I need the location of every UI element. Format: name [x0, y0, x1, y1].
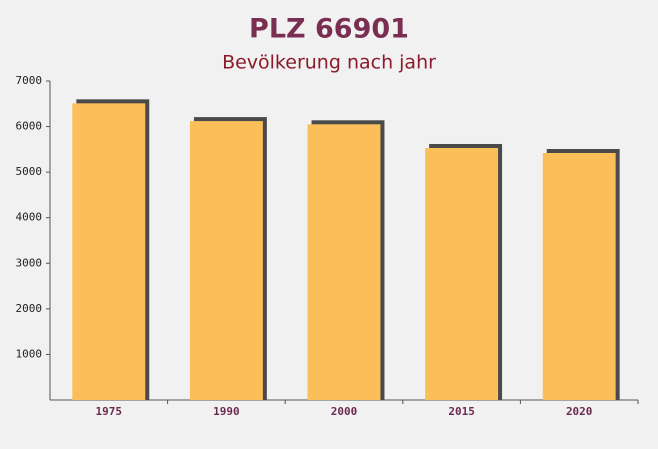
y-tick-label: 4000 [16, 211, 43, 224]
x-tick-label: 2015 [448, 405, 475, 418]
bar [425, 147, 499, 400]
y-tick-label: 3000 [16, 256, 43, 269]
x-tick-label: 2020 [566, 405, 593, 418]
bar [189, 121, 263, 401]
bar [307, 124, 381, 401]
x-tick-label: 1990 [213, 405, 240, 418]
x-tick-label: 2000 [331, 405, 358, 418]
x-tick-label: 1975 [96, 405, 123, 418]
y-tick-label: 1000 [16, 347, 43, 360]
y-tick-label: 6000 [16, 120, 43, 133]
bar [72, 103, 146, 400]
chart-subtitle: Bevölkerung nach jahr [222, 52, 436, 74]
y-tick-label: 2000 [16, 302, 43, 315]
y-tick-label: 7000 [16, 74, 43, 87]
y-tick-label: 5000 [16, 165, 43, 178]
chart-title: PLZ 66901 [249, 14, 409, 45]
bar [542, 153, 616, 400]
